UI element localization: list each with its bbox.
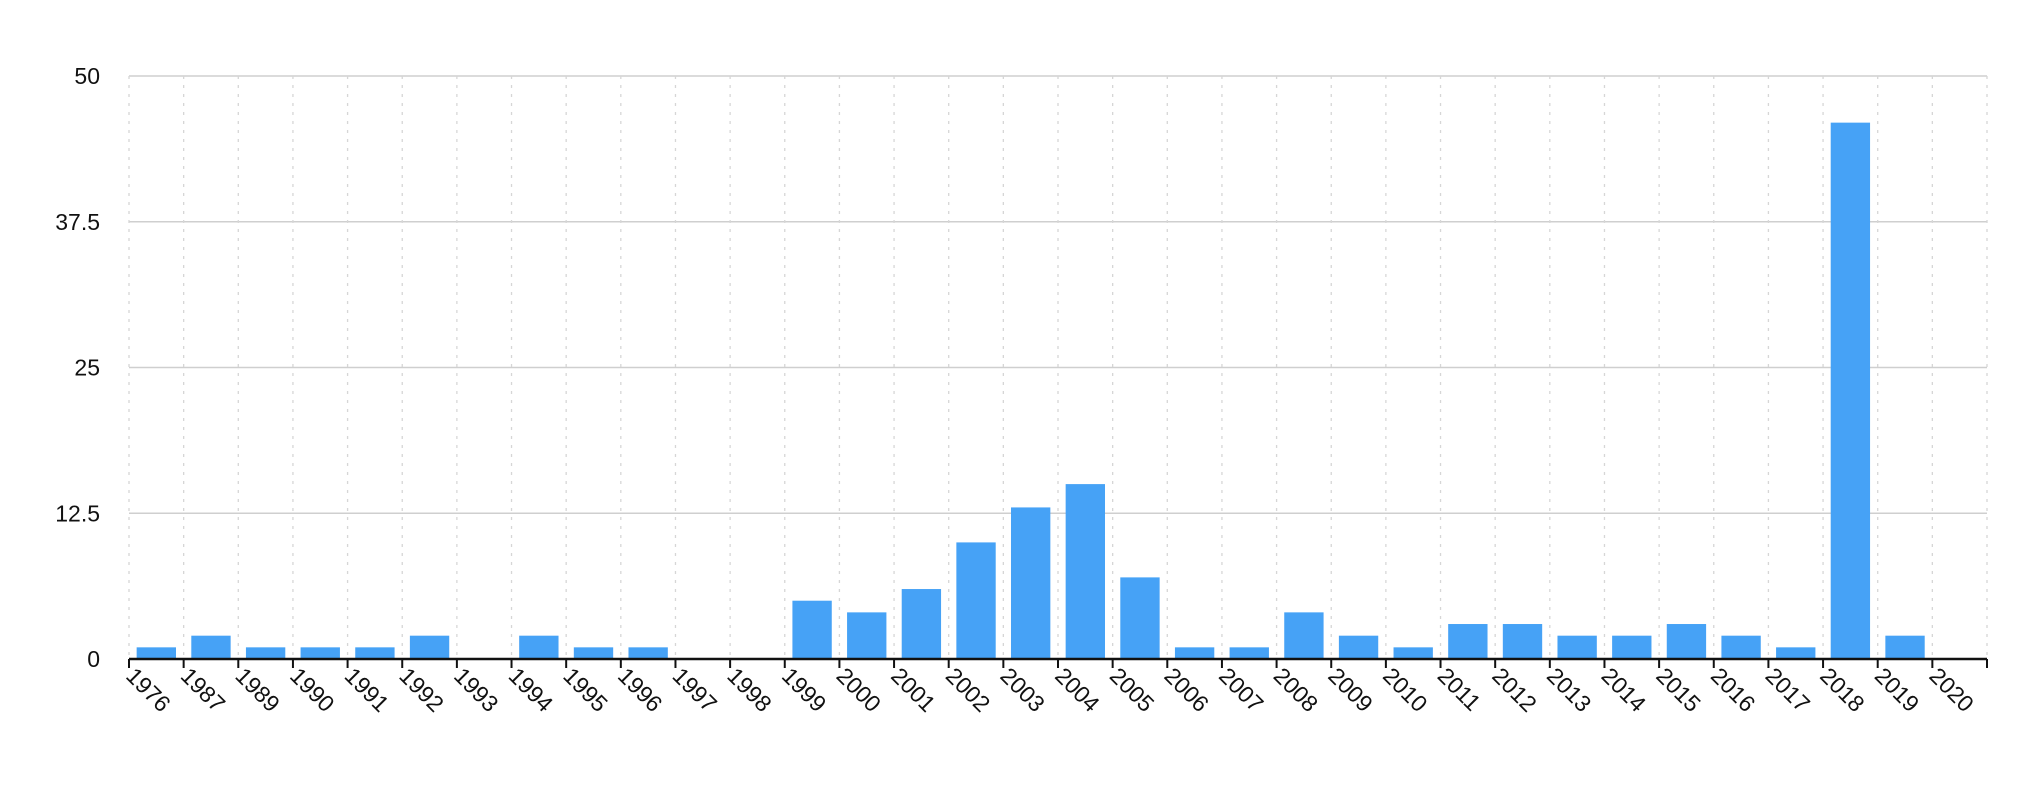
x-tick-label: 2009	[1323, 662, 1378, 717]
x-tick-label: 2004	[1050, 662, 1105, 717]
bar-2003	[1011, 507, 1051, 659]
x-tick-label: 1991	[340, 662, 395, 717]
bar-2009	[1338, 635, 1379, 659]
x-tick-label: 2003	[996, 662, 1051, 717]
x-tick-label: 1989	[230, 662, 285, 717]
x-tick-label: 2013	[1542, 662, 1597, 717]
x-tick-label: 2015	[1651, 662, 1706, 717]
bar-2013	[1557, 635, 1597, 659]
x-tick-label: 1987	[176, 662, 231, 717]
bar-1976	[136, 647, 176, 659]
x-tick-label: 1994	[504, 662, 559, 717]
bar-2011	[1448, 624, 1488, 659]
bar-2005	[1120, 577, 1160, 659]
x-tick-label: 1996	[613, 662, 668, 717]
x-tick-label: 2008	[1269, 662, 1324, 717]
x-tick-label: 1993	[449, 662, 504, 717]
bar-2001	[901, 589, 942, 659]
y-tick-label: 37.5	[55, 209, 100, 235]
bar-2006	[1174, 647, 1215, 659]
x-tick-label: 1976	[121, 662, 176, 717]
y-tick-label: 12.5	[55, 500, 100, 526]
x-tick-label: 1999	[777, 662, 832, 717]
bar-1999	[792, 600, 832, 659]
bar-1992	[409, 635, 450, 659]
bar-2012	[1502, 624, 1543, 659]
bar-2000	[847, 612, 887, 659]
y-axis-tick-labels: 0 12.5 25 37.5 50	[55, 63, 100, 672]
bar-1991	[355, 647, 395, 659]
x-tick-label: 2018	[1815, 662, 1870, 717]
x-tick-label: 2016	[1706, 662, 1761, 717]
x-tick-label: 2001	[886, 662, 941, 717]
bar-2002	[956, 542, 996, 659]
bar-2018	[1830, 122, 1871, 659]
x-tick-label: 1997	[668, 662, 723, 717]
bar-1994	[519, 635, 559, 659]
x-tick-label: 2014	[1597, 662, 1652, 717]
x-tick-label: 2000	[832, 662, 887, 717]
bar-2007	[1229, 647, 1269, 659]
y-tick-label: 50	[74, 63, 100, 89]
x-axis	[128, 657, 1988, 668]
bar-2016	[1721, 635, 1761, 659]
bar-1987	[191, 635, 231, 659]
x-tick-label: 2002	[941, 662, 996, 717]
bar-2004	[1065, 484, 1105, 659]
bars	[136, 122, 1925, 659]
bar-2010	[1393, 647, 1433, 659]
bar-1995	[573, 647, 614, 659]
y-tick-label: 25	[74, 355, 100, 381]
x-tick-label: 2012	[1487, 662, 1542, 717]
bar-1996	[628, 647, 668, 659]
x-tick-label: 1992	[394, 662, 449, 717]
bar-2015	[1666, 624, 1707, 659]
x-tick-label: 2019	[1870, 662, 1925, 717]
x-tick-label: 1995	[558, 662, 613, 717]
bar-1989	[245, 647, 286, 659]
x-tick-label: 2005	[1105, 662, 1160, 717]
x-tick-label: 2020	[1925, 662, 1980, 717]
bar-2019	[1885, 635, 1925, 659]
x-axis-tick-labels: 1976 1987 1989 1990 1991 1992 1993 1994 1995 1996…	[121, 662, 1979, 717]
y-tick-label: 0	[87, 646, 100, 672]
bar-2008	[1284, 612, 1324, 659]
bar-2017	[1776, 647, 1816, 659]
x-tick-label: 2011	[1433, 662, 1486, 715]
x-tick-label: 2006	[1159, 662, 1214, 717]
bar-1990	[300, 647, 340, 659]
bar-2014	[1612, 635, 1652, 659]
x-tick-label: 1998	[722, 662, 777, 717]
x-tick-label: 2017	[1761, 662, 1816, 717]
x-tick-label: 1990	[285, 662, 340, 717]
x-tick-label: 2007	[1214, 662, 1269, 717]
x-tick-label: 2010	[1378, 662, 1433, 717]
